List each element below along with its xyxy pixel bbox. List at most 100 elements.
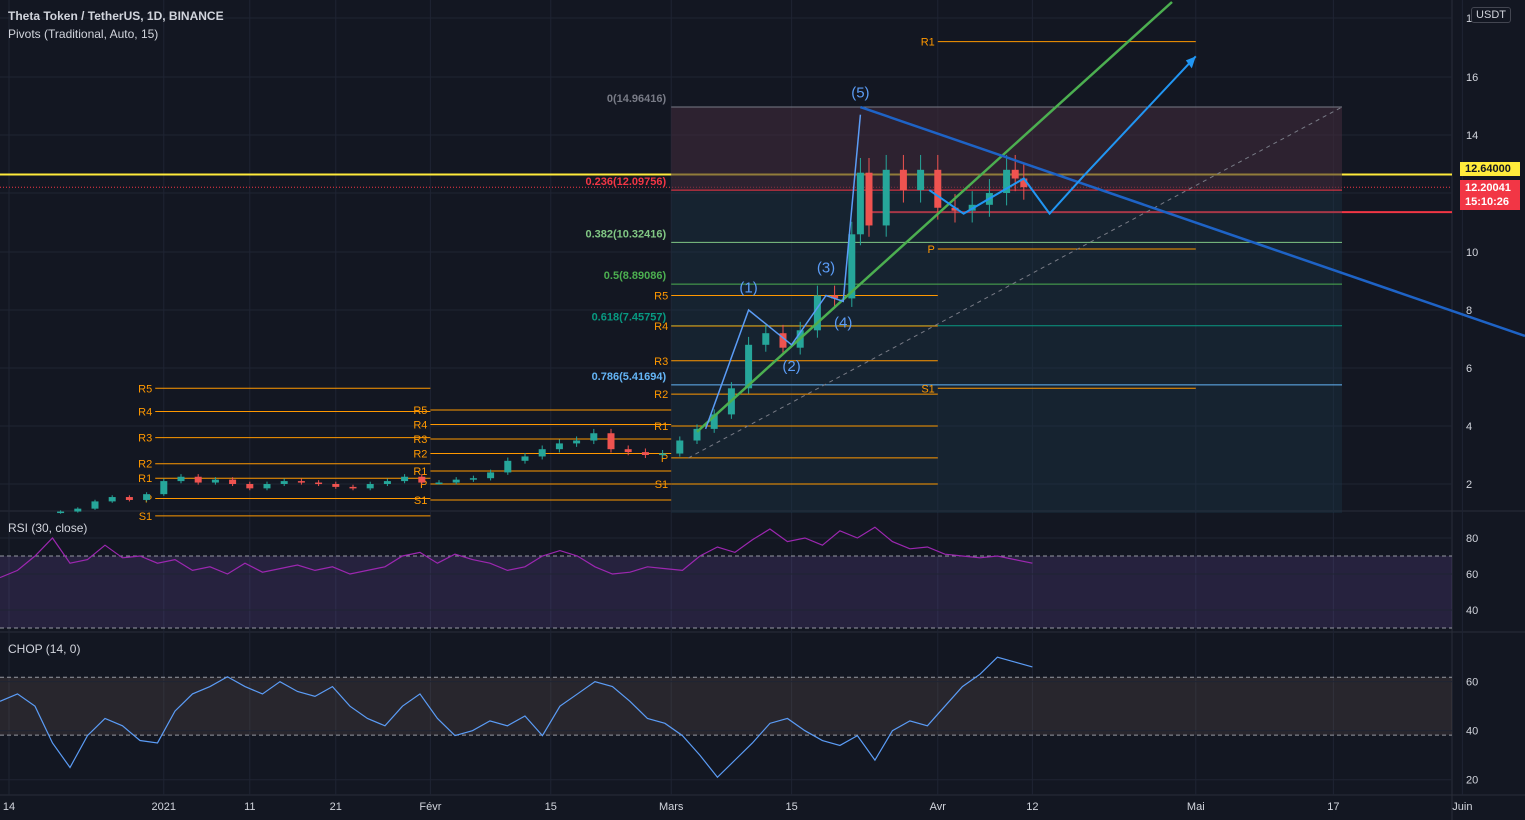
y-tick-label: 10 (1466, 247, 1478, 259)
candle-body (779, 333, 787, 348)
candle-body (710, 414, 718, 429)
candle-body (831, 295, 839, 299)
wave-label: (2) (782, 358, 800, 375)
candle-body (504, 460, 512, 473)
rsi-title: RSI (30, close) (8, 521, 88, 535)
pivot-label: R1 (138, 473, 152, 485)
wave-label: (1) (739, 280, 757, 297)
y-tick-label: 40 (1466, 605, 1478, 617)
candle-body (160, 481, 168, 495)
candle-body (57, 511, 65, 514)
y-tick-label: 6 (1466, 363, 1472, 375)
y-tick-label: 80 (1466, 533, 1478, 545)
pivot-label: S1 (414, 495, 427, 507)
pivot-label: P (927, 244, 934, 256)
y-tick-label: 8 (1466, 305, 1472, 317)
pivot-label: R3 (654, 356, 668, 368)
candle-body (1020, 178, 1028, 188)
candle-body (848, 234, 856, 299)
fibonacci-retracement: 0(14.96416) 0.236(12.09756) 0.382(10.32416… (585, 93, 1342, 513)
x-tick-label: Mars (659, 801, 684, 813)
pivot-label: R2 (413, 449, 427, 461)
projection-path (928, 55, 1197, 216)
pivot-label: S1 (921, 383, 934, 395)
candle-body (435, 482, 443, 485)
x-tick-label: 11 (244, 801, 255, 813)
chop-title: CHOP (14, 0) (8, 642, 81, 656)
pivot-label: R2 (654, 389, 668, 401)
candle-body (573, 440, 581, 444)
candle-body (624, 449, 632, 453)
candle-body (469, 478, 477, 480)
candle-body (263, 484, 271, 489)
candle-body (693, 428, 701, 441)
y-tick-label: 2 (1466, 479, 1472, 491)
candle-body (865, 172, 873, 226)
x-tick-label: Févr (419, 801, 441, 813)
currency-badge[interactable]: USDT (1471, 7, 1511, 23)
x-tick-label: 2021 (152, 801, 176, 813)
indicator-line (0, 526, 1033, 579)
candle-body (194, 476, 202, 483)
candle-body (401, 476, 409, 482)
pivot-label: R1 (921, 37, 935, 49)
pivot-label: P (661, 453, 668, 465)
pivot-label: P (420, 479, 427, 491)
pivot-label: R1 (413, 466, 427, 478)
trend-drawings: (1) (2) (3) (4) (5) (688, 1, 1525, 459)
candle-body (332, 484, 340, 487)
fib-level-label: 0.236(12.09756) (585, 176, 666, 188)
candle-body (813, 295, 821, 331)
fib-level-label: 0.382(10.32416) (585, 228, 666, 240)
candle-body (641, 452, 649, 455)
blue-trendline (859, 105, 1525, 338)
pivot-levels: R5R4R3R2R1PS1R5R4R3R2R1PS1R5R4R3R2R1PS1R… (138, 37, 1196, 523)
axes: 14 2021 11 21 Févr 15 Mars 15 Avr 12 Mai 17 Juin 2 4 6 8… (3, 13, 1478, 813)
candle-body (315, 482, 323, 485)
x-tick-label: 15 (545, 801, 557, 813)
pivot-label: S1 (655, 479, 668, 491)
candle-body (590, 433, 598, 441)
wave-label: (4) (834, 314, 852, 331)
candle-body (1011, 169, 1019, 179)
last-price: 12.20041 (1465, 182, 1511, 194)
fib-level-label: 0(14.96416) (607, 93, 667, 105)
candle-body (1003, 169, 1011, 193)
candle-body (745, 344, 753, 389)
fib-level-label: 0.786(5.41694) (592, 371, 667, 383)
projection-arrowhead (1185, 56, 1196, 69)
candle-body (951, 207, 959, 211)
fib-level-label: 0.5(8.89086) (604, 270, 667, 282)
candle-body (538, 449, 546, 457)
candle-body (91, 501, 99, 509)
y-tick-label: 40 (1466, 726, 1478, 738)
y-tick-label: 60 (1466, 569, 1478, 581)
candle-body (143, 494, 151, 500)
pivot-label: R5 (413, 405, 427, 417)
candle-body (74, 508, 82, 512)
elliott-wave-path (704, 114, 862, 430)
candle-body (917, 169, 925, 191)
x-tick-label: Avr (930, 801, 947, 813)
candle-body (487, 472, 495, 479)
x-tick-label: Juin (1452, 801, 1472, 813)
wave-label: (5) (851, 84, 869, 101)
candle-body (418, 476, 426, 483)
y-tick-label: 20 (1466, 775, 1478, 787)
candle-body (882, 169, 890, 226)
x-tick-label: 12 (1026, 801, 1038, 813)
wave-label: (3) (817, 259, 835, 276)
candle-body (125, 497, 133, 500)
pivot-label: R3 (138, 433, 152, 445)
candle-body (229, 479, 237, 484)
candle-body (211, 479, 219, 483)
pivot-label: R5 (138, 383, 152, 395)
candle-body (177, 476, 185, 482)
green-trendline (696, 1, 1173, 433)
candle-body (280, 481, 288, 484)
fib-level-label: 0.618(7.45757) (592, 312, 667, 324)
indicator-title: Pivots (Traditional, Auto, 15) (8, 27, 159, 41)
bar-countdown: 15:10:26 (1465, 196, 1510, 208)
candle-body (856, 172, 864, 235)
